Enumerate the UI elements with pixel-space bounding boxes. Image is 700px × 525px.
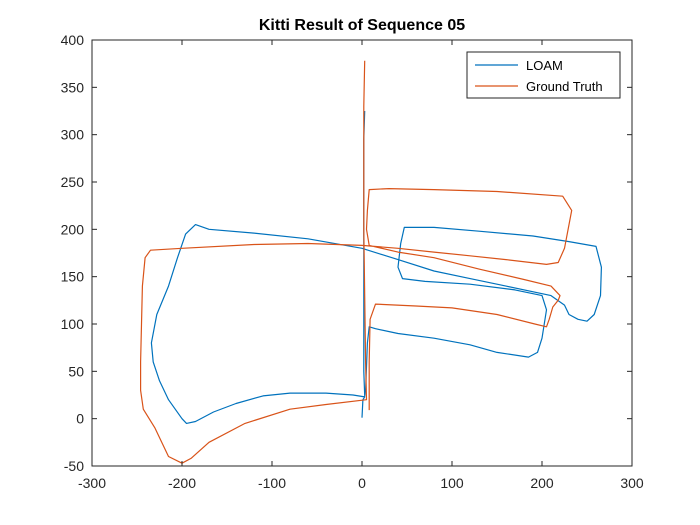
x-tick-label: -200 (168, 475, 196, 491)
series-line-ground-truth (140, 60, 573, 464)
y-tick-label: 50 (68, 363, 84, 379)
x-tick-label: 300 (620, 475, 644, 491)
series-layer (140, 60, 602, 464)
x-tick-label: 100 (440, 475, 464, 491)
ticks-layer: -300 -200 -100 0 100 200 300 -50 0 50 100 150 200 250… (61, 32, 644, 491)
chart-title: Kitti Result of Sequence 05 (259, 17, 465, 34)
x-tick-label: -100 (258, 475, 286, 491)
legend-box (466, 51, 621, 99)
y-tick-label: 100 (61, 316, 85, 332)
x-tick-label: 200 (530, 475, 554, 491)
y-tick-label: 350 (61, 79, 85, 95)
legend-label-ground-truth: Ground Truth (526, 79, 603, 94)
y-tick-label: 400 (61, 32, 85, 48)
y-tick-label: 200 (61, 221, 85, 237)
x-tick-label: 0 (358, 475, 366, 491)
y-tick-label: 300 (61, 127, 85, 143)
y-tick-label: 250 (61, 174, 85, 190)
y-tick-label: 150 (61, 269, 85, 285)
y-tick-label: 0 (76, 411, 84, 427)
legend-label-loam: LOAM (526, 58, 563, 73)
legend: LOAM Ground Truth (466, 51, 621, 99)
x-tick-label: -300 (78, 475, 106, 491)
y-tick-label: -50 (64, 458, 84, 474)
series-line-loam (150, 110, 602, 424)
